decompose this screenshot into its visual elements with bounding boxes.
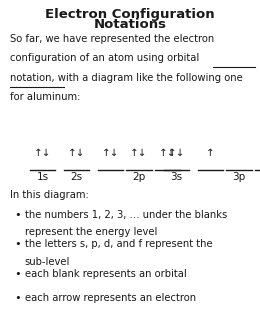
- Text: 2s: 2s: [70, 172, 82, 182]
- Text: ↑↓: ↑↓: [68, 148, 85, 158]
- Text: ↑↓: ↑↓: [101, 148, 119, 158]
- Text: each arrow represents an electron: each arrow represents an electron: [25, 293, 196, 303]
- Text: •: •: [14, 269, 21, 279]
- Text: 3p: 3p: [232, 172, 245, 182]
- Text: sub-level: sub-level: [25, 257, 70, 267]
- Text: •: •: [14, 293, 21, 303]
- Text: ↑: ↑: [206, 148, 215, 158]
- Text: ↑↓: ↑↓: [159, 148, 176, 158]
- Text: •: •: [14, 210, 21, 220]
- Text: So far, we have represented the electron: So far, we have represented the electron: [10, 34, 215, 44]
- Text: •: •: [14, 240, 21, 249]
- Text: notation, with a diagram like the following one: notation, with a diagram like the follow…: [10, 73, 243, 83]
- Text: 3s: 3s: [171, 172, 183, 182]
- Text: 1s: 1s: [37, 172, 49, 182]
- Text: ↑↓: ↑↓: [168, 148, 185, 158]
- Text: the letters s, p, d, and f represent the: the letters s, p, d, and f represent the: [25, 240, 212, 249]
- Text: for aluminum:: for aluminum:: [10, 92, 81, 102]
- Text: represent the energy level: represent the energy level: [25, 227, 157, 238]
- Text: configuration of an atom using orbital: configuration of an atom using orbital: [10, 53, 200, 63]
- Text: ↑↓: ↑↓: [34, 148, 51, 158]
- Text: the numbers 1, 2, 3, … under the blanks: the numbers 1, 2, 3, … under the blanks: [25, 210, 227, 220]
- Text: Notations: Notations: [94, 18, 166, 32]
- Text: each blank represents an orbital: each blank represents an orbital: [25, 269, 186, 279]
- Text: Electron Configuration: Electron Configuration: [45, 8, 215, 22]
- Text: 2p: 2p: [132, 172, 145, 182]
- Text: ↑↓: ↑↓: [130, 148, 148, 158]
- Text: In this diagram:: In this diagram:: [10, 190, 89, 200]
